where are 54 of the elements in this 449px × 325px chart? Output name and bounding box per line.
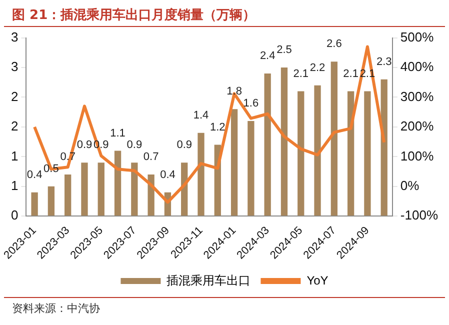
bar: [48, 186, 55, 216]
y2-tick-label: -100%: [400, 208, 438, 223]
data-label: 1.6: [243, 98, 259, 110]
y-tick-label: 2: [10, 118, 18, 134]
bar: [64, 174, 72, 216]
bar: [347, 91, 354, 216]
data-label: 0.4: [26, 168, 42, 181]
bar: [81, 162, 88, 216]
bar: [114, 150, 122, 216]
bar: [330, 62, 338, 216]
y-tick-label: 1: [10, 148, 18, 164]
legend-label: 插混乘用车出口: [166, 273, 251, 288]
bar: [280, 68, 288, 216]
data-label: 2.4: [260, 50, 276, 62]
chart-title: 图 21：插混乘用车出口月度销量（万辆）: [4, 0, 445, 27]
y-tick-label: 3: [10, 29, 18, 44]
bar: [131, 162, 138, 216]
bar: [298, 91, 304, 216]
y2-tick-label: 200%: [400, 118, 434, 134]
bar: [248, 121, 254, 216]
text: 资料来源：中汽协: [4, 297, 445, 316]
bar: [230, 109, 238, 216]
data-label: 1.2: [210, 121, 226, 134]
bar: [198, 132, 204, 216]
y-tick-label: 0: [10, 208, 18, 223]
data-label: 2.2: [310, 62, 326, 74]
y2-tick-label: 100%: [400, 148, 434, 164]
y-tick-label: 1: [10, 178, 18, 193]
data-label: 2.3: [376, 56, 392, 68]
data-label: 2.6: [326, 38, 342, 50]
data-label: 0.4: [160, 168, 176, 181]
bar: [98, 162, 104, 216]
data-label: 2.5: [276, 44, 292, 56]
bar: [31, 192, 38, 216]
data-label: 0.9: [126, 139, 142, 152]
y2-tick-label: 0%: [400, 178, 420, 193]
bar: [314, 85, 321, 216]
y2-tick-label: 400%: [400, 59, 434, 74]
data-label: 2.1: [293, 68, 309, 80]
data-label: 1.8: [226, 86, 242, 98]
data-label: 1.4: [193, 109, 209, 122]
y-tick-label: 3: [10, 59, 18, 74]
data-label: 2.1: [343, 68, 358, 80]
y2-tick-label: 300%: [400, 88, 434, 104]
y-tick-label: 2: [10, 88, 18, 104]
bar: [380, 79, 388, 216]
legend-label: YoY: [306, 273, 328, 288]
y2-tick-label: 500%: [400, 29, 434, 44]
data-label: 0.7: [143, 151, 159, 164]
bar: [364, 91, 371, 216]
data-label: 1.1: [110, 127, 126, 140]
data-label: 0.9: [76, 139, 92, 152]
data-label: 0.9: [176, 139, 192, 152]
bar: [264, 73, 271, 216]
